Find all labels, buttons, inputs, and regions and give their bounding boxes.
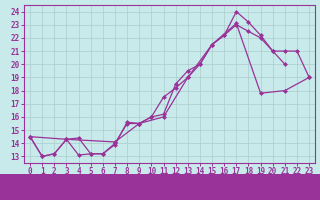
X-axis label: Windchill (Refroidissement éolien,°C): Windchill (Refroidissement éolien,°C) (70, 178, 269, 187)
